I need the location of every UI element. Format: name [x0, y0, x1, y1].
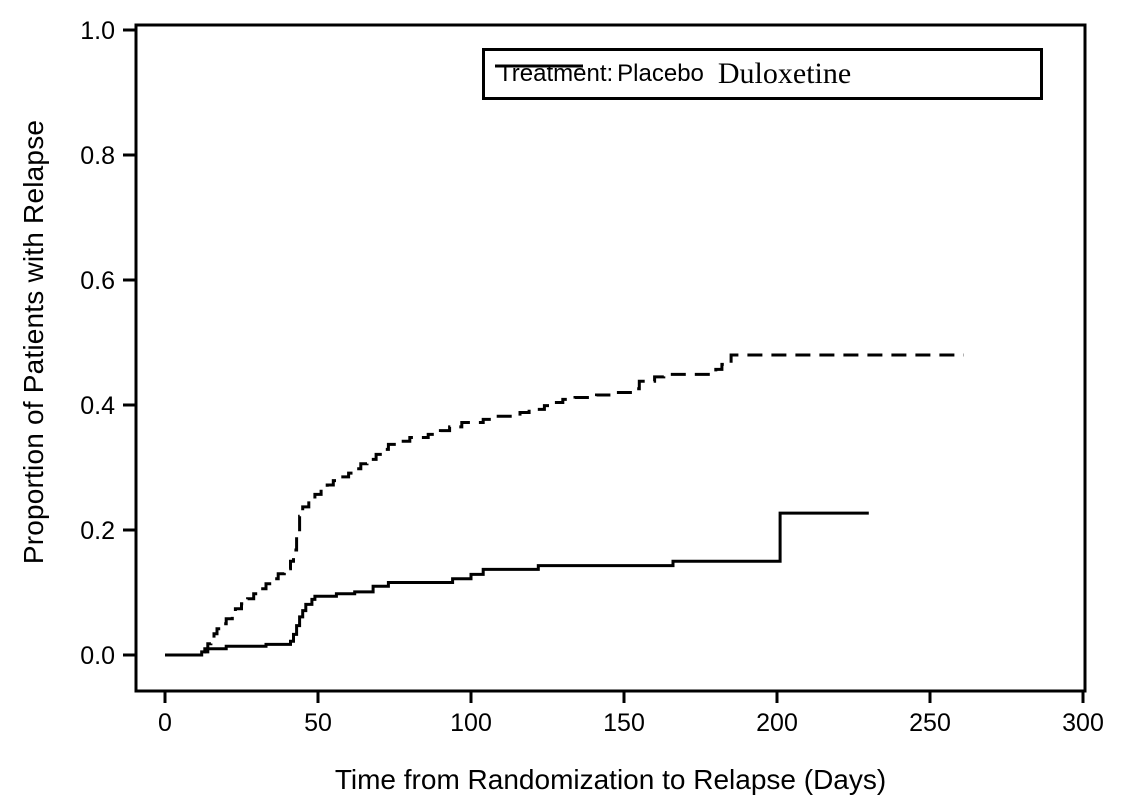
y-axis-title: Proportion of Patients with Relapse — [18, 119, 49, 565]
y-tick-label: 0.8 — [80, 142, 115, 170]
y-tick-label: 1.0 — [80, 17, 115, 45]
x-tick-label: 0 — [158, 709, 172, 737]
x-tick-label: 200 — [756, 709, 798, 737]
placebo-curve — [183, 353, 964, 657]
y-tick-label: 0.6 — [80, 267, 115, 295]
plot-frame — [134, 23, 1087, 693]
duloxetine-solid-line-icon — [495, 64, 583, 68]
legend-label-duloxetine: Duloxetine — [717, 57, 852, 90]
x-tick-label: 100 — [450, 709, 492, 737]
y-tick-label: 0.2 — [80, 517, 115, 545]
legend-label-placebo: Placebo — [617, 60, 704, 87]
y-tick-label: 0.0 — [80, 642, 115, 670]
x-tick-label: 250 — [909, 709, 951, 737]
legend-box: Treatment: Placebo Duloxetine — [482, 48, 1043, 100]
duloxetine-curve — [165, 511, 869, 657]
x-axis-title: Time from Randomization to Relapse (Days… — [334, 764, 887, 795]
x-tick-label: 50 — [304, 709, 332, 737]
x-tick-label: 300 — [1062, 709, 1104, 737]
x-tick-label: 150 — [603, 709, 645, 737]
y-tick-label: 0.4 — [80, 392, 115, 420]
